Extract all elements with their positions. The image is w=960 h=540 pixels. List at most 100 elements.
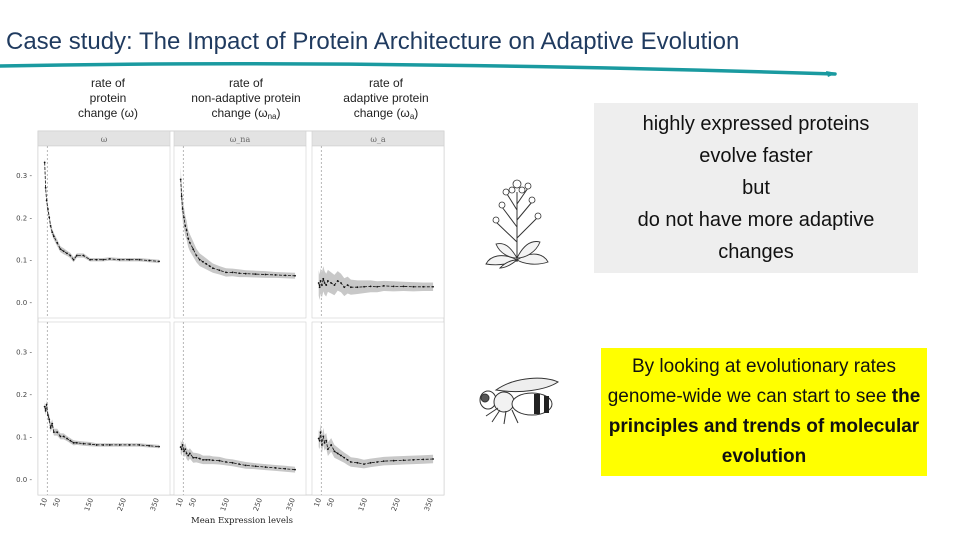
data-point — [187, 237, 190, 240]
data-point — [432, 285, 434, 288]
data-point — [89, 443, 91, 445]
data-point — [205, 263, 208, 265]
x-tick-label: 10 — [313, 497, 324, 508]
data-point — [343, 456, 346, 459]
data-point — [75, 254, 78, 257]
data-point — [254, 273, 257, 275]
data-point — [346, 284, 349, 286]
x-tick-label: 50 — [188, 497, 199, 508]
data-point — [317, 437, 320, 440]
strip-label: ω — [101, 135, 108, 144]
data-point — [202, 260, 204, 263]
data-point — [225, 271, 227, 274]
data-point — [325, 284, 328, 286]
data-point — [128, 444, 131, 446]
data-point — [56, 241, 59, 244]
data-point — [422, 458, 425, 461]
data-point — [102, 258, 105, 261]
key-finding-box: highly expressed proteins evolve faster … — [594, 103, 918, 273]
data-point — [326, 279, 329, 282]
slide-title: Case study: The Impact of Protein Archit… — [6, 28, 740, 55]
data-point — [264, 466, 267, 468]
data-point — [208, 265, 211, 267]
data-point — [294, 468, 296, 471]
data-point — [95, 444, 98, 446]
data-point — [48, 418, 51, 421]
data-point — [382, 460, 385, 463]
x-tick-label: 50 — [326, 497, 337, 508]
data-point — [336, 279, 339, 282]
data-point — [187, 454, 190, 457]
data-point — [369, 285, 372, 288]
data-point — [52, 431, 55, 434]
data-point — [322, 277, 325, 280]
data-point — [369, 461, 372, 464]
data-point — [183, 216, 185, 219]
data-point — [330, 282, 333, 284]
x-tick-label: 50 — [52, 497, 63, 508]
data-point — [181, 444, 184, 446]
confidence-band — [318, 423, 434, 469]
x-tick-label: 10 — [39, 497, 50, 508]
data-point — [333, 450, 336, 453]
y-tick-label: 0.2 - — [16, 391, 32, 399]
data-point — [211, 267, 214, 270]
data-point — [138, 258, 141, 261]
data-point — [264, 273, 267, 276]
data-point — [59, 248, 62, 251]
x-tick-label: 150 — [83, 497, 95, 512]
data-point — [330, 444, 333, 446]
data-point — [128, 258, 131, 261]
data-point — [82, 254, 85, 257]
data-point — [231, 271, 234, 274]
data-point — [376, 461, 379, 463]
x-tick-label: 150 — [357, 497, 369, 512]
data-point — [402, 459, 405, 462]
data-point — [356, 286, 359, 289]
data-point — [158, 445, 160, 448]
data-point — [321, 444, 323, 446]
facet-panel — [37, 145, 171, 319]
data-point — [185, 452, 188, 455]
data-point — [392, 285, 395, 288]
data-point — [180, 195, 183, 198]
data-point — [218, 459, 221, 462]
x-tick-label: 350 — [149, 497, 161, 512]
data-point — [202, 458, 204, 461]
data-point — [69, 439, 72, 442]
data-point — [382, 285, 385, 287]
data-point — [138, 444, 141, 446]
confidence-band — [318, 266, 434, 300]
data-point — [402, 285, 405, 288]
data-point — [148, 259, 151, 262]
data-point — [43, 161, 46, 164]
data-point — [49, 427, 52, 429]
data-point — [47, 414, 49, 417]
data-point — [188, 452, 191, 455]
facet-panel — [173, 145, 307, 319]
y-tick-label: 0.3 - — [16, 172, 32, 180]
data-point — [322, 435, 325, 438]
data-point — [321, 284, 323, 286]
y-tick-label: 0.0 - — [16, 476, 32, 484]
data-point — [254, 465, 257, 468]
data-point — [349, 286, 352, 289]
data-point — [294, 274, 296, 277]
data-point — [47, 208, 49, 210]
data-point — [274, 467, 277, 469]
x-tick-label: 350 — [285, 497, 297, 512]
data-point — [108, 257, 111, 260]
data-point — [95, 258, 98, 261]
data-point — [51, 422, 54, 425]
data-point — [192, 248, 195, 251]
data-point — [59, 435, 62, 438]
data-point — [82, 442, 85, 445]
data-point — [231, 461, 234, 464]
data-point — [48, 216, 51, 219]
data-point — [180, 448, 183, 451]
data-point — [118, 444, 121, 446]
data-point — [43, 405, 46, 408]
data-point — [148, 444, 151, 447]
data-point — [75, 441, 78, 444]
data-point — [325, 439, 328, 442]
